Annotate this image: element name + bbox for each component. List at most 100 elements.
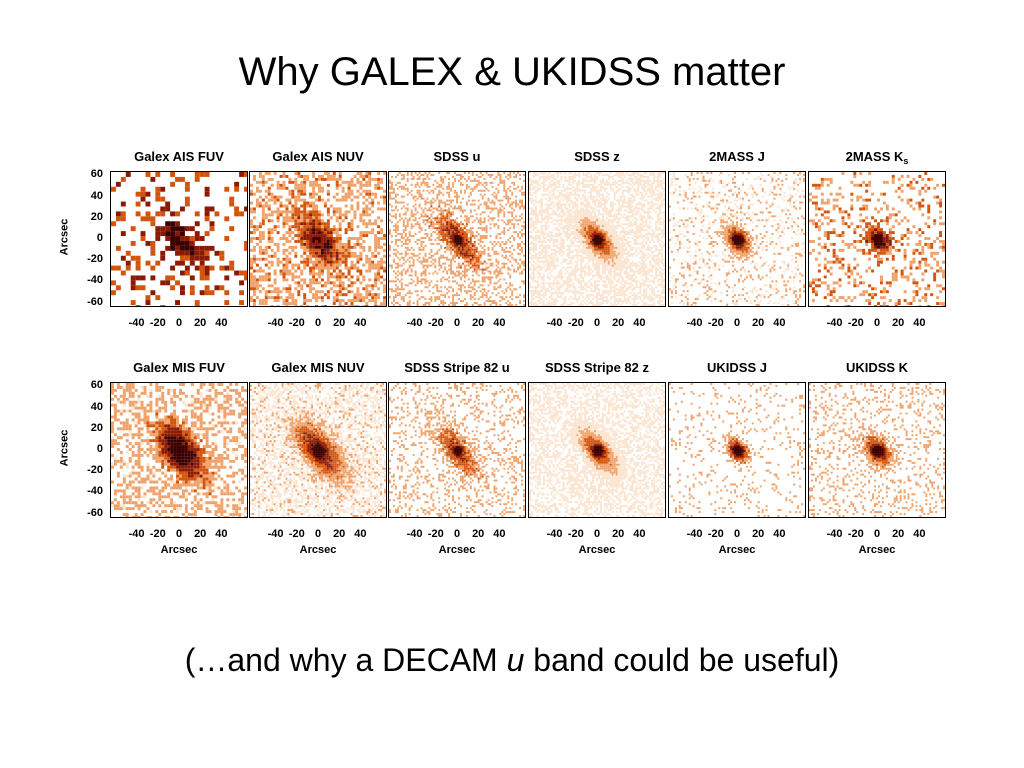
panel-image [809, 383, 945, 517]
y-tick-label: 20 [90, 421, 103, 434]
x-tick-label: -40 [546, 317, 563, 329]
panel-image [809, 172, 945, 306]
x-tick-label: -40 [267, 528, 284, 540]
image-panel [668, 171, 806, 307]
x-tick-label: -40 [686, 528, 703, 540]
x-tick-label: -20 [288, 528, 305, 540]
image-panel [249, 171, 387, 307]
image-panel [808, 171, 946, 307]
y-tick-label: 0 [96, 232, 103, 244]
panel-title-text: Galex AIS NUV [272, 149, 364, 164]
x-tick-label: -20 [847, 317, 864, 329]
x-tick-label: 0 [314, 317, 322, 329]
y-tick-label: 60 [90, 168, 103, 181]
panel-title-text: 2MASS K [845, 149, 904, 164]
x-tick-label: -40 [826, 528, 843, 540]
panel-title-text: Galex MIS NUV [271, 360, 365, 375]
x-tick-label: 0 [175, 528, 183, 540]
x-tick-label: 0 [593, 317, 601, 329]
panel-title-text: SDSS u [433, 149, 481, 164]
x-tick-label: 0 [873, 528, 881, 540]
panel-title-text: SDSS Stripe 82 z [544, 360, 650, 375]
galaxy-image [111, 383, 247, 517]
x-tick-label: 40 [913, 317, 926, 329]
y-axis-label: Arcsec [58, 429, 71, 467]
panel-title: SDSS Stripe 82 z [527, 360, 667, 375]
x-tick-label: -40 [686, 317, 703, 329]
galaxy-image [389, 172, 525, 306]
panel-title: SDSS Stripe 82 u [387, 360, 527, 375]
x-tick-label: -20 [149, 528, 166, 540]
panel-image [389, 383, 525, 517]
panel-title-text: 2MASS J [709, 149, 765, 164]
slide-subtitle: (…and why a DECAM u band could be useful… [0, 642, 1024, 679]
panel-image [669, 383, 805, 517]
x-tick-label: 20 [892, 528, 905, 540]
x-tick-label: 0 [873, 317, 881, 329]
x-tick-label: 0 [453, 317, 461, 329]
x-tick-label: 40 [354, 528, 367, 540]
x-tick-label: 40 [913, 528, 926, 540]
x-axis-label: Arcsec [578, 544, 616, 556]
galaxy-image [669, 172, 805, 306]
x-tick-label: -20 [567, 317, 584, 329]
x-tick-label: 40 [773, 317, 786, 329]
slide-title: Why GALEX & UKIDSS matter [238, 50, 786, 94]
panel-title-text: UKIDSS J [707, 360, 767, 375]
galaxy-image [809, 172, 945, 306]
x-tick-label: 20 [892, 317, 905, 329]
x-tick-label: 20 [612, 317, 625, 329]
x-tick-label: 20 [752, 528, 765, 540]
x-tick-label: -40 [128, 528, 145, 540]
panel-image [669, 172, 805, 306]
x-tick-label: 40 [633, 317, 646, 329]
galaxy-image [111, 172, 247, 306]
panel-title: Galex AIS FUV [109, 149, 249, 164]
image-panel [249, 382, 387, 518]
image-panel [110, 382, 248, 518]
galaxy-image [529, 172, 665, 306]
panel-title: UKIDSS J [667, 360, 807, 375]
x-tick-label: -40 [406, 317, 423, 329]
y-tick-label: -60 [87, 295, 103, 308]
panel-image [111, 172, 247, 306]
panel-title: SDSS u [387, 149, 527, 164]
x-tick-label: -20 [427, 528, 444, 540]
x-tick-label: 40 [493, 317, 506, 329]
x-tick-label: 20 [194, 528, 207, 540]
x-tick-label: 20 [612, 528, 625, 540]
y-tick-label: 0 [96, 443, 103, 455]
panel-title: Galex AIS NUV [248, 149, 388, 164]
x-tick-label: 0 [733, 317, 741, 329]
x-tick-label: -40 [546, 528, 563, 540]
panel-title: 2MASS J [667, 149, 807, 164]
y-tick-label: 20 [90, 210, 103, 223]
panel-title: UKIDSS K [807, 360, 947, 375]
panel-title-text: Galex MIS FUV [133, 360, 225, 375]
x-tick-label: -20 [707, 528, 724, 540]
x-tick-label: -20 [149, 317, 166, 329]
x-axis-label: Arcsec [718, 544, 756, 556]
image-panel [388, 171, 526, 307]
x-tick-label: 40 [354, 317, 367, 329]
x-tick-label: 40 [493, 528, 506, 540]
panel-title: SDSS z [527, 149, 667, 164]
y-tick-label: 40 [90, 400, 103, 413]
x-tick-label: -20 [427, 317, 444, 329]
panel-title: Galex MIS FUV [109, 360, 249, 375]
image-panel [528, 171, 666, 307]
x-tick-label: 20 [194, 317, 207, 329]
panel-image [250, 172, 386, 306]
x-tick-label: 0 [175, 317, 183, 329]
x-tick-label: 20 [333, 317, 346, 329]
x-tick-label: -20 [847, 528, 864, 540]
x-tick-label: -40 [826, 317, 843, 329]
panel-title-text: UKIDSS K [845, 360, 909, 375]
subtitle-text-start: (…and why a DECAM [184, 642, 507, 678]
panel-image [389, 172, 525, 306]
panel-image [529, 172, 665, 306]
x-tick-label: -20 [288, 317, 305, 329]
x-tick-label: 40 [773, 528, 786, 540]
galaxy-image [529, 383, 665, 517]
y-axis-label: Arcsec [58, 218, 71, 256]
